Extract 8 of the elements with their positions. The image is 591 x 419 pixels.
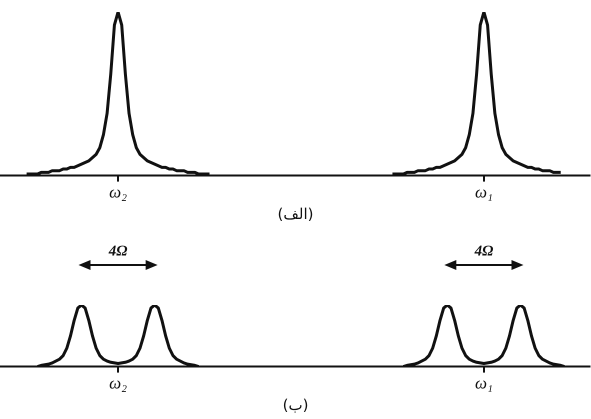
- x-tick-label: ω₂: [109, 373, 128, 392]
- x-tick-label: ω₁: [474, 182, 493, 202]
- text: 4Ω: [108, 243, 128, 260]
- x-tick-label: ω₂: [109, 182, 128, 202]
- x-axis-title: (الف): [278, 204, 314, 223]
- text: 4Ω: [474, 243, 494, 260]
- x-axis-title: (ب): [282, 396, 308, 414]
- x-tick-label: ω₁: [474, 373, 493, 392]
